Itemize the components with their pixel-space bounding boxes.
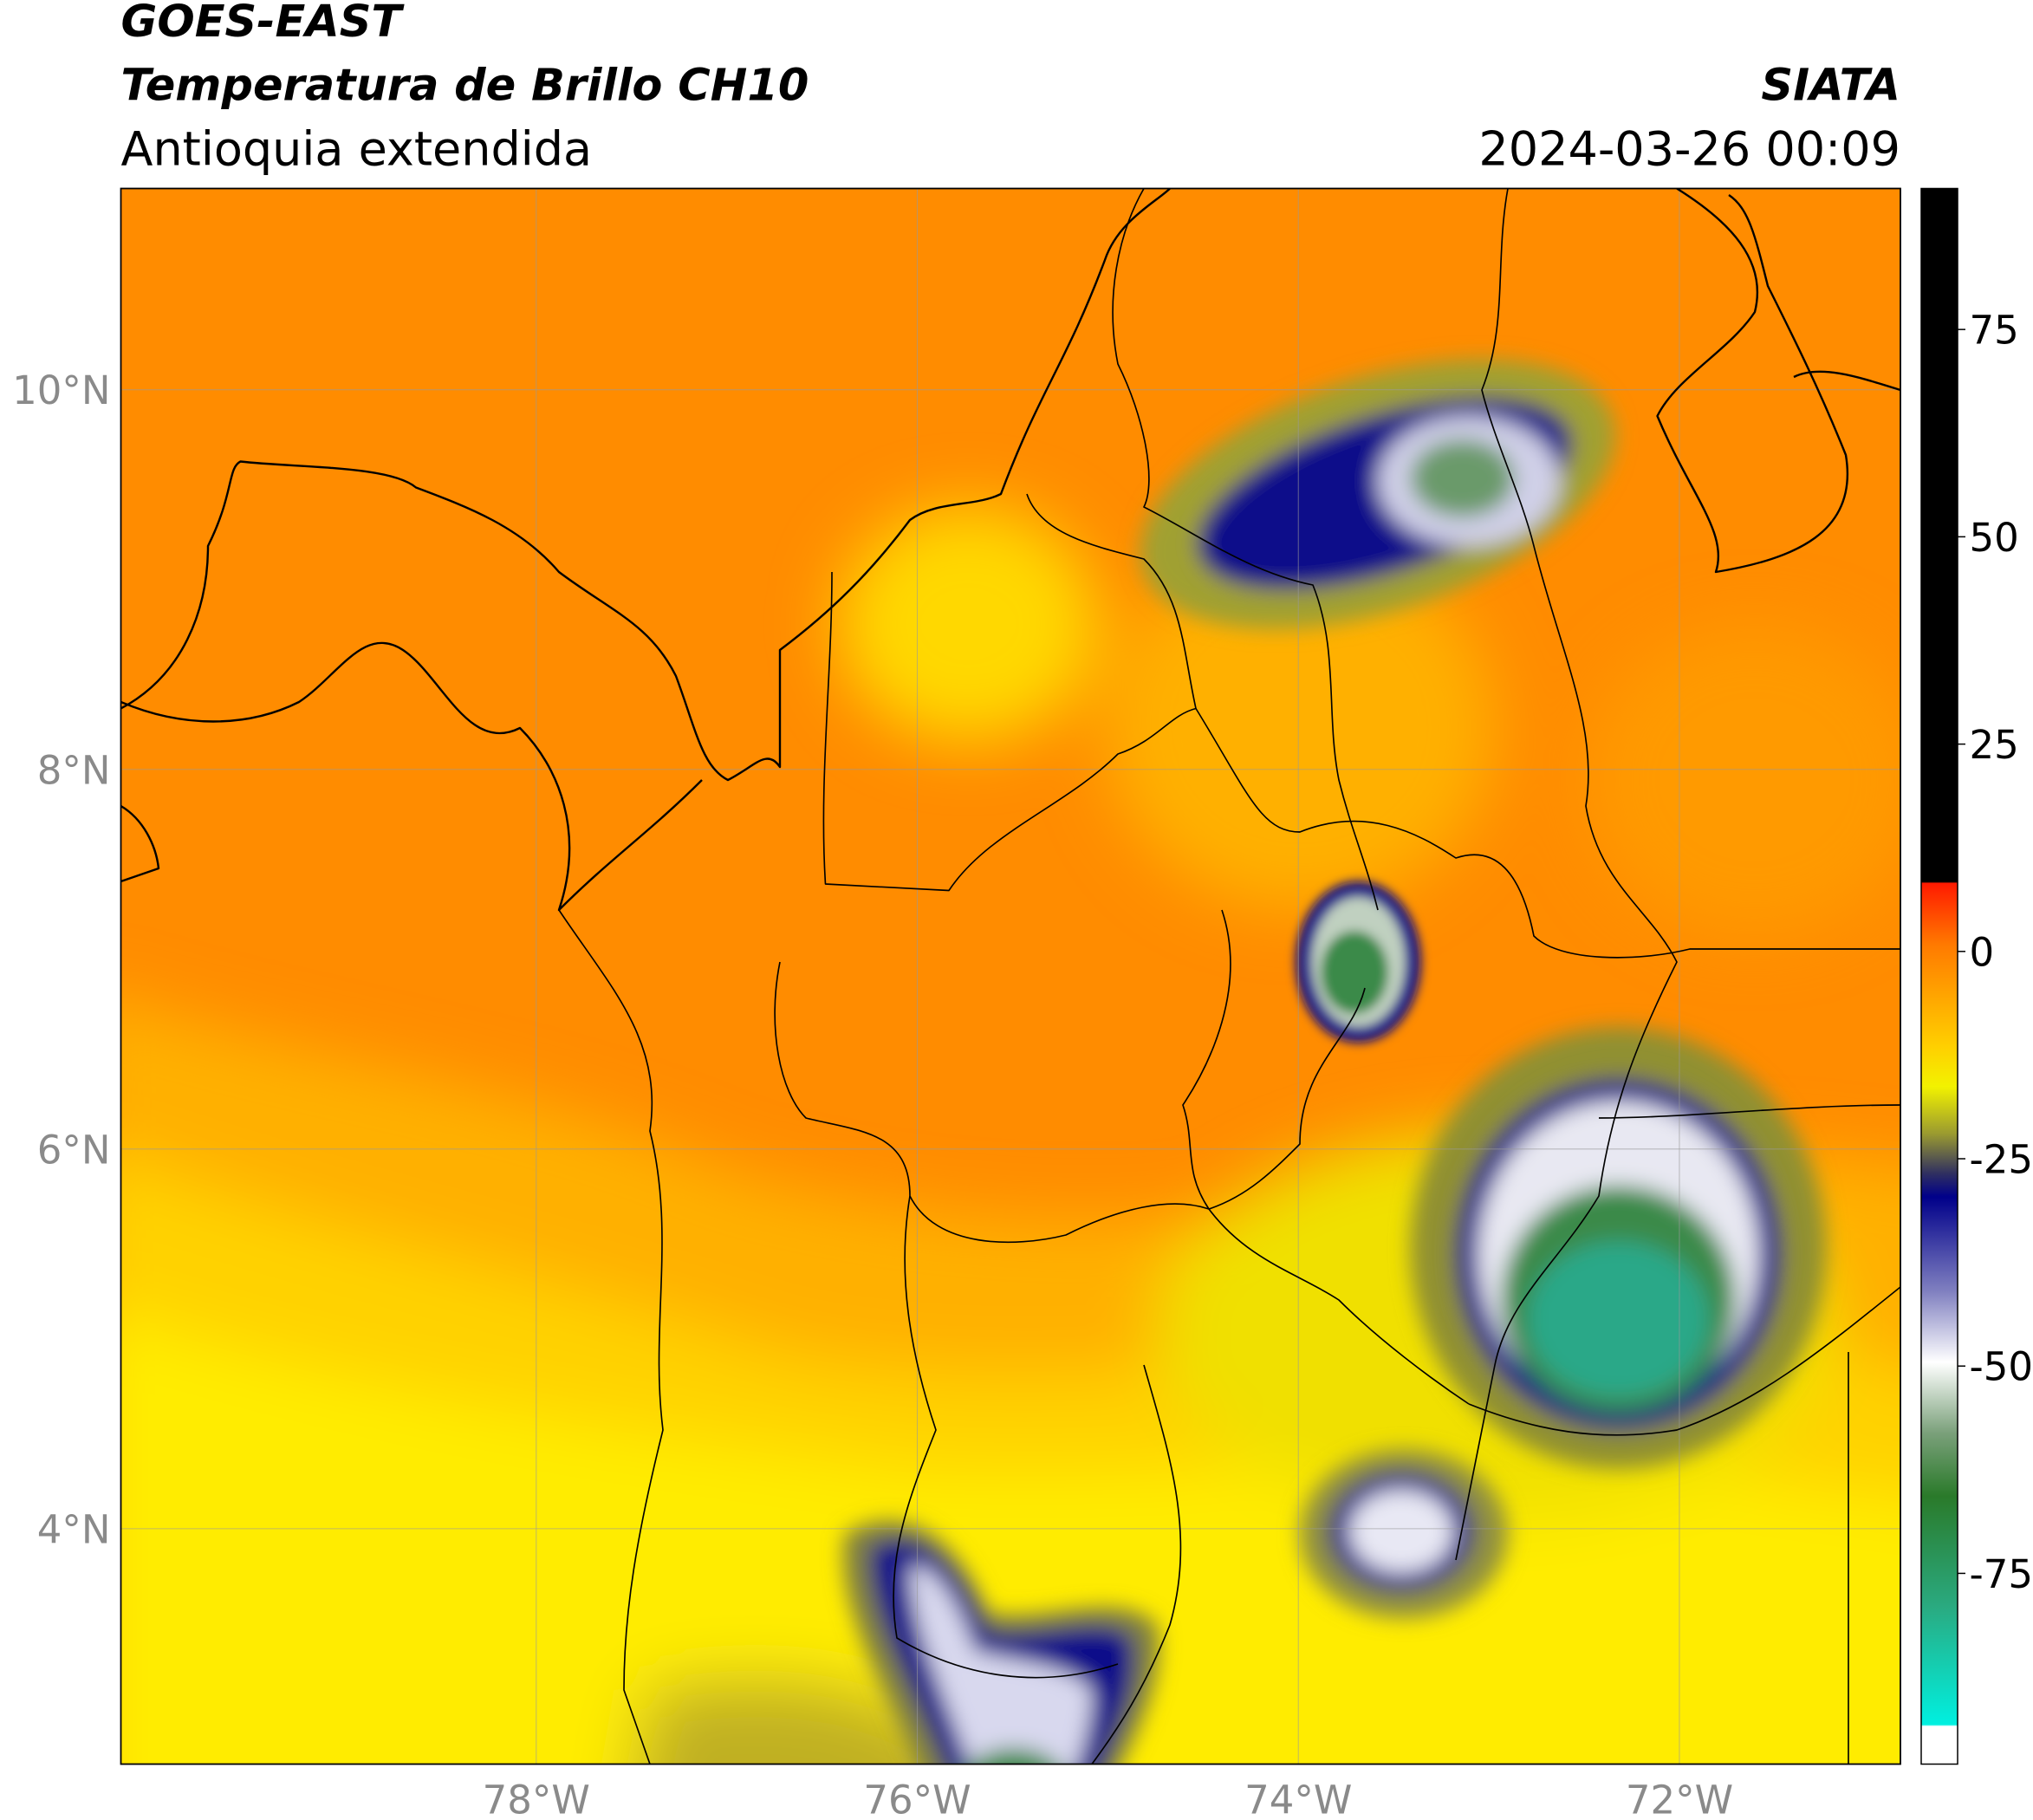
colorbar-tick-label: 25	[1970, 722, 2019, 768]
lon-tick-label: 74°W	[1244, 1778, 1352, 1820]
coastline	[1656, 188, 1848, 574]
coastline	[120, 641, 703, 912]
coastline	[120, 188, 1171, 782]
region: Antioquia extendida	[121, 122, 593, 177]
admin-border	[1598, 1104, 1900, 1119]
admin-border	[1112, 188, 1379, 911]
admin-border	[1468, 1286, 1900, 1436]
admin-border	[893, 1195, 1119, 1679]
admin-border	[1455, 188, 1678, 1561]
admin-border	[1182, 909, 1231, 1210]
grid	[120, 188, 1900, 1765]
lat-tick-label: 8°N	[37, 747, 111, 793]
map-frame	[120, 187, 1901, 1765]
colorbar-tick-label: -75	[1970, 1551, 2033, 1597]
source: SIATA	[1761, 61, 1900, 112]
lon-tick-label: 78°W	[483, 1778, 590, 1820]
lat-tick-label: 4°N	[37, 1506, 111, 1552]
colorbar	[1920, 187, 1958, 1765]
colorbar-tick-label: 75	[1970, 308, 2019, 354]
tick-labels: 4°N 6°N 8°N 10°N 78°W 76°W 74°W 72°W 75 50 25 0 -25 -…	[12, 308, 2033, 1820]
admin-border	[1208, 1208, 1470, 1405]
admin-border	[1091, 1364, 1182, 1765]
coastline	[1793, 370, 1900, 392]
colorbar-tick-label: -25	[1970, 1137, 2033, 1183]
lat-tick-label: 10°N	[12, 367, 110, 413]
admin-border	[822, 493, 1197, 892]
lat-tick-label: 6°N	[37, 1127, 111, 1173]
colorbar-tick-label: 50	[1970, 515, 2019, 561]
admin-border	[1195, 708, 1900, 959]
title: GOES-EAST	[121, 0, 406, 48]
colorbar-tick-label: -50	[1970, 1344, 2033, 1390]
admin-border	[774, 961, 1366, 1244]
satellite-image	[120, 188, 1900, 1765]
product: Temperatura de Brillo CH10	[121, 61, 809, 112]
lon-tick-label: 72°W	[1626, 1778, 1733, 1820]
coastline	[120, 804, 160, 883]
lon-tick-label: 76°W	[863, 1778, 971, 1820]
datetime: 2024-03-26 00:09	[1478, 122, 1900, 177]
colorbar-tick-label: 0	[1970, 929, 1995, 975]
admin-border	[558, 909, 664, 1765]
